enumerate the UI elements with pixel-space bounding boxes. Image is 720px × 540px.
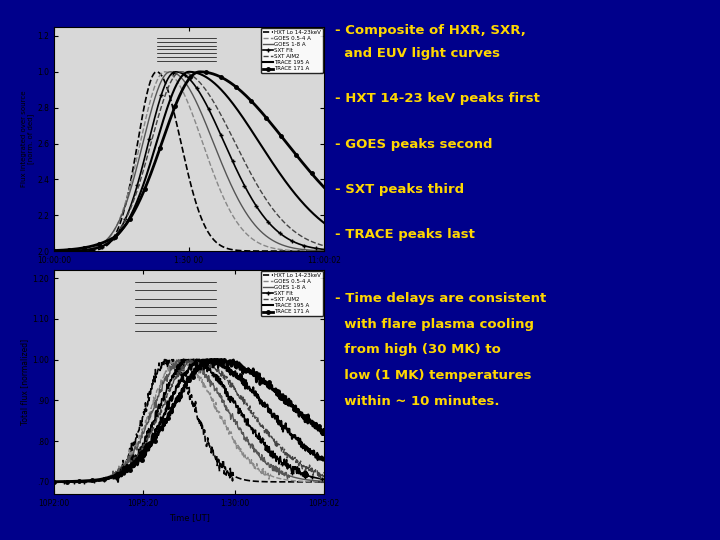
Y-axis label: Total flux [normalized]: Total flux [normalized]	[20, 339, 30, 425]
X-axis label: Time [UT]: Time [UT]	[168, 514, 210, 523]
Legend: HXT Lo 14-23keV, GOES 0.5-4 A, GOES 1-8 A, SXT Flt, SXT AlM2, TRACE 195 A, TRACE: HXT Lo 14-23keV, GOES 0.5-4 A, GOES 1-8 …	[261, 28, 323, 73]
Text: - Time delays are consistent: - Time delays are consistent	[335, 292, 546, 305]
Text: - Composite of HXR, SXR,: - Composite of HXR, SXR,	[335, 24, 526, 37]
Text: and EUV light curves: and EUV light curves	[335, 47, 500, 60]
Text: with flare plasma cooling: with flare plasma cooling	[335, 318, 534, 330]
Legend: HXT Lo 14-23keV, GOES 0.5-4 A, GOES 1-8 A, SXT Flt, SXT AlM2, TRACE 195 A, TRACE: HXT Lo 14-23keV, GOES 0.5-4 A, GOES 1-8 …	[261, 271, 323, 316]
Text: low (1 MK) temperatures: low (1 MK) temperatures	[335, 369, 531, 382]
Text: - GOES peaks second: - GOES peaks second	[335, 138, 492, 151]
Y-axis label: Flux integrated over source
[norm. of ded]: Flux integrated over source [norm. of de…	[21, 91, 35, 187]
Text: from high (30 MK) to: from high (30 MK) to	[335, 343, 500, 356]
X-axis label: Time [UT]: Time [UT]	[168, 271, 210, 280]
Text: - HXT 14-23 keV peaks first: - HXT 14-23 keV peaks first	[335, 92, 540, 105]
Text: - TRACE peaks last: - TRACE peaks last	[335, 228, 474, 241]
Text: - SXT peaks third: - SXT peaks third	[335, 183, 464, 196]
Text: within ~ 10 minutes.: within ~ 10 minutes.	[335, 395, 499, 408]
